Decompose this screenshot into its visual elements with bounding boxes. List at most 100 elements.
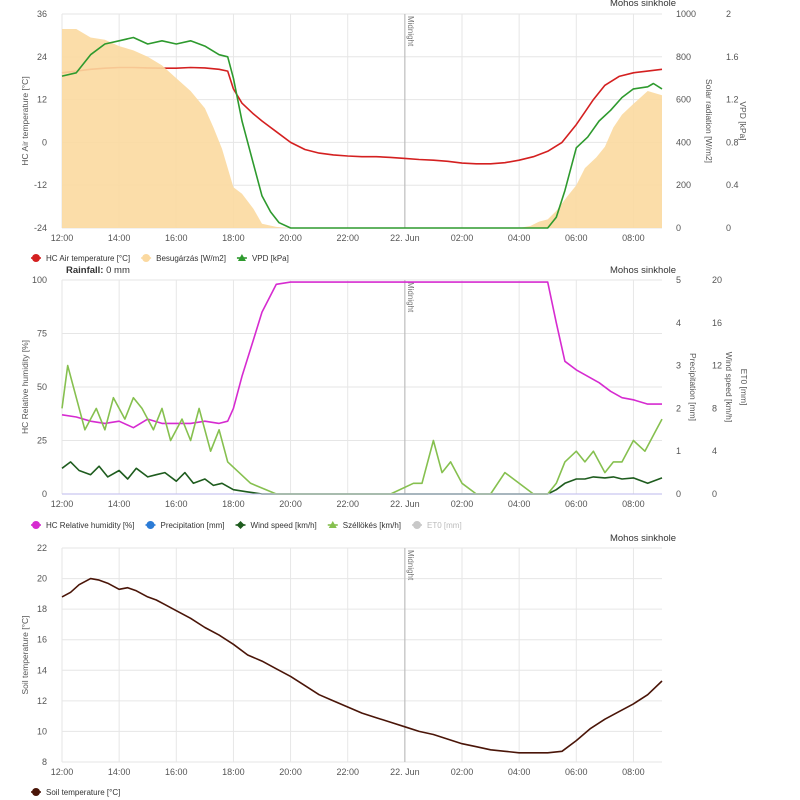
y3-tick-label: 1.2 [726,95,739,105]
x-tick-label: 04:00 [508,499,531,509]
y-tick-label: 0 [42,137,47,147]
y3-tick-label: 0 [726,223,731,233]
y2-axis-title: Solar radiation [W/m2] [704,79,714,163]
series-area-solar-radiation [62,29,662,228]
station-name: Mohos sinkhole [610,265,676,276]
y2-tick-label: 1000 [676,9,696,19]
x-tick-label: 22. Jun [390,233,420,243]
x-tick-label: 02:00 [451,767,474,777]
x-tick-label: 04:00 [508,233,531,243]
y-tick-label: 18 [37,604,47,614]
y2-tick-label: 1 [676,446,681,456]
series-line [61,281,662,429]
y2-tick-label: 2 [676,403,681,413]
x-tick-label: 12:00 [51,233,74,243]
legend-item: Precipitation [mm] [145,521,225,530]
x-tick-label: 12:00 [51,767,74,777]
legend-item: Wind speed [km/h] [235,521,317,530]
legend-label: VPD [kPa] [252,254,289,263]
y-axis-title: Soil temperature [°C] [20,616,30,695]
y3-tick-label: 0.8 [726,137,739,147]
x-tick-label: 16:00 [165,233,188,243]
plot-area [61,281,663,495]
series-line [61,577,663,754]
station-name: Mohos sinkhole [610,0,676,9]
grid [61,279,662,495]
y2-tick-label: 3 [676,361,681,371]
x-tick-label: 18:00 [222,767,245,777]
series-line [61,66,663,165]
x-tick-label: 04:00 [508,767,531,777]
y3-tick-label: 1.6 [726,52,739,62]
legend-marker [146,521,155,529]
y2-tick-label: 5 [676,275,681,285]
y-tick-label: 10 [37,726,47,736]
legend-item: ET0 [mm] [412,521,462,530]
x-tick-label: 16:00 [165,499,188,509]
legend-marker [236,521,245,529]
legend-label: Besugárzás [W/m2] [156,254,226,263]
y-tick-label: 36 [37,9,47,19]
legend-item: Soil temperature [°C] [31,788,120,797]
legend-label: Soil temperature [°C] [46,788,120,797]
y3-tick-label: 2 [726,9,731,19]
grid [61,547,662,763]
y-axis-title: HC Relative humidity [%] [20,340,30,434]
x-tick-label: 06:00 [565,233,588,243]
x-tick-label: 12:00 [51,499,74,509]
y3-tick-label: 4 [712,446,717,456]
y2-tick-label: 800 [676,52,691,62]
rainfall-label: Rainfall: [66,265,103,276]
x-tick-label: 08:00 [622,233,645,243]
series-line [61,461,663,495]
y-tick-label: 16 [37,635,47,645]
legend-label: Precipitation [mm] [160,521,224,530]
y2-tick-label: 0 [676,489,681,499]
legend-label: Wind speed [km/h] [251,521,317,530]
y-tick-label: 12 [37,95,47,105]
y-tick-label: 20 [37,574,47,584]
y-tick-label: 22 [37,543,47,553]
y-tick-label: -12 [34,180,47,190]
legend-label: Széllökés [km/h] [343,521,401,530]
legend: Soil temperature [°C] [31,788,120,797]
y2-tick-label: 0 [676,223,681,233]
legend-marker [413,521,422,529]
midnight-label: Midnight [406,282,415,313]
x-tick-label: 02:00 [451,499,474,509]
y3-tick-label: 20 [712,275,722,285]
x-tick-label: 22:00 [336,767,359,777]
y-tick-label: 8 [42,757,47,767]
legend-item: VPD [kPa] [236,254,289,263]
legend-marker [142,254,151,262]
x-tick-label: 06:00 [565,499,588,509]
y-axis-title: HC Air temperature [°C] [20,76,30,165]
y-tick-label: 75 [37,329,47,339]
x-tick-label: 20:00 [279,499,302,509]
y3-tick-label: 12 [712,361,722,371]
legend-marker [328,521,337,528]
y-tick-label: 0 [42,489,47,499]
plot-area [61,577,663,754]
plot-area [61,29,663,229]
legend-item: HC Relative humidity [%] [31,521,134,530]
x-tick-label: 16:00 [165,767,188,777]
y2-tick-label: 200 [676,180,691,190]
y2-tick-label: 400 [676,137,691,147]
soil-temperature-chart: Midnight Mohos sinkhole 22 20 18 16 14 12 10 8 Soi… [20,533,676,797]
x-tick-label: 14:00 [108,499,131,509]
rainfall-summary: Rainfall: 0 mm [66,265,130,276]
legend-label: HC Relative humidity [%] [46,521,134,530]
x-tick-label: 14:00 [108,767,131,777]
series-line [61,36,663,229]
x-tick-label: 06:00 [565,767,588,777]
x-tick-label: 02:00 [451,233,474,243]
series-line [61,364,663,495]
legend: HC Air temperature [°C] Besugárzás [W/m2]… [31,254,289,263]
y-tick-label: 50 [37,382,47,392]
midnight-label: Midnight [406,550,415,581]
x-tick-label: 20:00 [279,767,302,777]
station-name: Mohos sinkhole [610,533,676,544]
x-tick-label: 18:00 [222,233,245,243]
